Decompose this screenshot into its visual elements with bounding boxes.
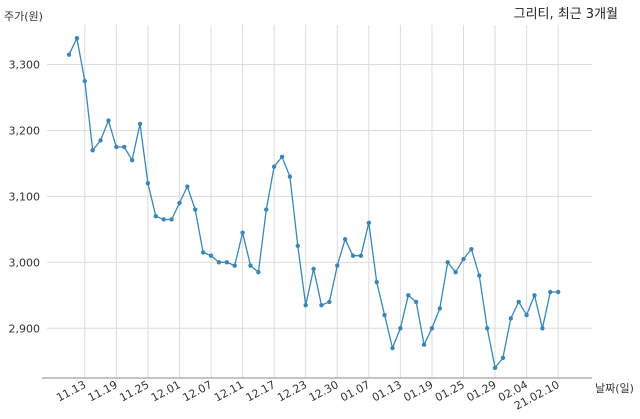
data-point — [66, 52, 72, 57]
data-point — [319, 302, 324, 308]
x-tick-label: 01.13 — [370, 378, 404, 404]
chart-title: 그리티, 최근 3개월 — [514, 7, 618, 22]
data-point — [374, 279, 379, 285]
data-point — [193, 207, 198, 212]
x-tick-label: 11.25 — [117, 378, 151, 404]
data-point — [145, 181, 151, 186]
data-point — [153, 213, 158, 219]
data-point — [114, 144, 119, 150]
data-point — [335, 263, 340, 268]
data-point — [492, 365, 498, 371]
data-point — [398, 326, 403, 331]
data-point — [500, 355, 506, 361]
data-point — [453, 270, 458, 275]
data-point — [122, 144, 127, 150]
data-point — [406, 293, 411, 298]
x-tick-labels: 11.1311.1911.2512.0112.0712.1112.1712.23… — [54, 378, 561, 412]
data-point — [429, 326, 435, 331]
data-point — [342, 237, 348, 242]
series-line — [68, 37, 559, 369]
y-axis-label: 주가(원) — [4, 10, 43, 23]
data-point — [437, 306, 443, 311]
data-point — [445, 260, 450, 265]
data-point — [264, 207, 269, 212]
data-point — [350, 253, 356, 258]
data-point — [74, 35, 80, 41]
y-tick-label: 3,200 — [9, 124, 41, 137]
data-point — [129, 157, 135, 163]
y-tick-labels: 2,900 3,000 3,100 3,200 3,300 — [9, 59, 41, 336]
price-series — [66, 35, 561, 371]
x-tick-label: 12.17 — [244, 378, 278, 404]
x-tick-label: 01.29 — [465, 378, 499, 404]
data-point — [200, 250, 206, 255]
data-point — [366, 220, 372, 225]
data-point — [98, 138, 103, 143]
y-tick-label: 2,900 — [9, 322, 41, 335]
x-tick-label: 12.07 — [181, 378, 215, 404]
x-tick-label: 01.07 — [338, 378, 372, 404]
data-point — [390, 345, 395, 351]
data-point — [461, 256, 466, 262]
x-axis-label: 날짜(일) — [595, 381, 634, 395]
data-point — [295, 243, 301, 249]
data-point — [82, 78, 87, 84]
data-point — [216, 260, 222, 265]
data-point — [469, 246, 474, 252]
data-point — [271, 164, 277, 169]
data-point — [90, 148, 95, 153]
data-point — [548, 289, 553, 295]
data-point — [185, 184, 190, 189]
y-tick-label: 3,300 — [9, 59, 41, 72]
data-point — [137, 121, 143, 127]
data-point — [240, 230, 245, 235]
x-tick-label: 01.19 — [401, 378, 435, 404]
data-point — [555, 289, 561, 295]
data-point — [327, 299, 332, 305]
x-tick-label: 12.01 — [149, 378, 183, 404]
x-tick-label: 12.23 — [275, 378, 309, 404]
data-point — [224, 260, 229, 265]
data-point — [484, 326, 490, 331]
data-point — [177, 200, 182, 206]
data-point — [421, 342, 427, 347]
data-point — [248, 263, 253, 268]
data-point — [279, 154, 285, 160]
grid-lines — [47, 25, 592, 378]
data-point — [287, 174, 293, 179]
data-point — [161, 217, 166, 222]
data-point — [477, 273, 482, 278]
data-point — [303, 302, 308, 308]
data-point — [413, 299, 419, 305]
x-tick-label: 12.11 — [212, 378, 246, 404]
data-point — [311, 266, 316, 272]
data-point — [256, 270, 261, 275]
y-tick-label: 3,000 — [9, 256, 41, 269]
data-point — [106, 118, 111, 123]
data-point — [208, 253, 214, 258]
data-point — [524, 312, 529, 318]
x-tick-label: 11.13 — [54, 378, 88, 404]
data-point — [358, 253, 364, 258]
x-tick-label: 01.25 — [433, 378, 467, 404]
y-tick-label: 3,100 — [9, 190, 41, 203]
x-tick-label: 11.19 — [86, 378, 120, 404]
data-point — [508, 316, 514, 321]
data-point — [382, 312, 387, 318]
x-tick-label: 12.30 — [307, 378, 341, 404]
data-point — [169, 217, 174, 222]
data-point — [232, 263, 237, 268]
data-point — [532, 293, 537, 298]
data-point — [540, 326, 545, 331]
data-point — [516, 299, 521, 305]
